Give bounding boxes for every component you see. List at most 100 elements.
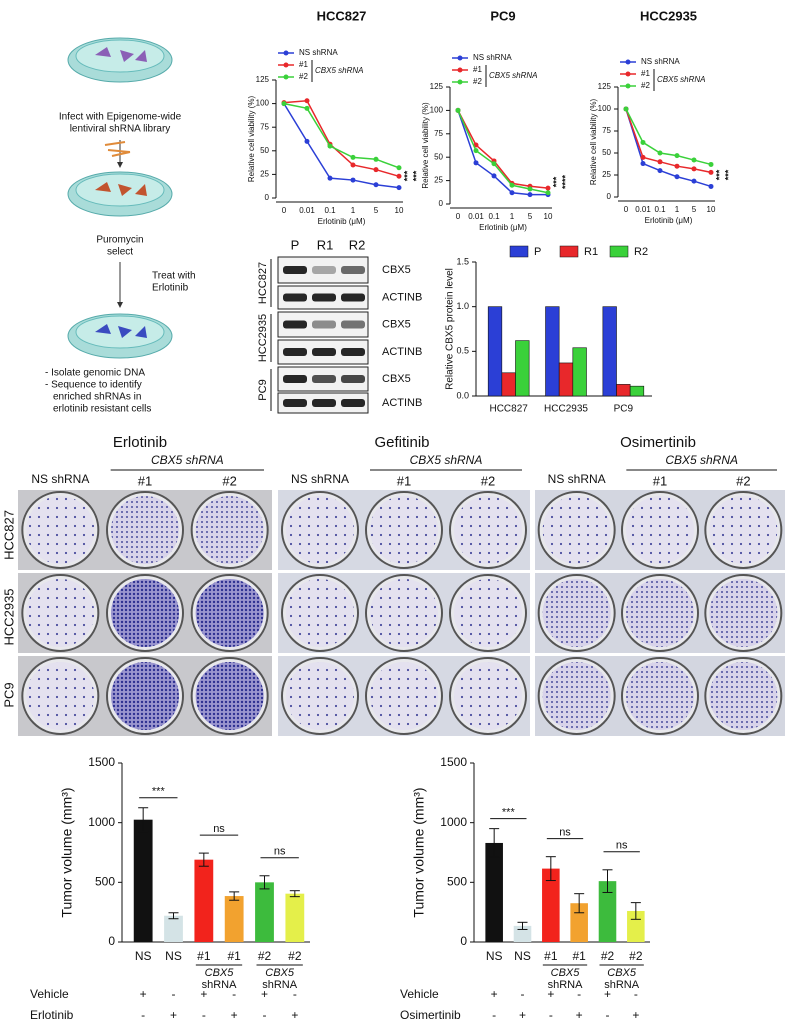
x-tick-label: 0 bbox=[624, 205, 629, 214]
significance: *** bbox=[723, 169, 733, 180]
band bbox=[283, 375, 307, 383]
x-tick-label: 5 bbox=[692, 205, 697, 214]
x-tick-label: NS bbox=[486, 949, 503, 963]
x-tick-label: 0 bbox=[282, 206, 287, 215]
legend-label: P bbox=[534, 246, 541, 258]
point bbox=[527, 186, 533, 192]
y-tick-label: 1500 bbox=[440, 755, 467, 769]
band bbox=[312, 320, 336, 329]
protein-label: ACTINB bbox=[382, 346, 422, 358]
band bbox=[341, 399, 365, 407]
y-tick-label: 1.0 bbox=[456, 301, 469, 311]
band bbox=[283, 266, 307, 274]
significance: ns bbox=[274, 846, 286, 858]
y-tick-label: 125 bbox=[430, 82, 444, 91]
legend-swatch bbox=[509, 245, 529, 258]
y-tick-label: 0.0 bbox=[456, 390, 469, 400]
drug-title: Gefitinib bbox=[374, 434, 429, 451]
x-tick-label: NS bbox=[165, 949, 182, 963]
point bbox=[691, 178, 697, 184]
legend-swatch bbox=[559, 245, 579, 258]
x-tick-label: HCC827 bbox=[489, 404, 528, 415]
x-tick-label: 10 bbox=[707, 205, 716, 214]
step-text: enriched shRNAs in bbox=[53, 392, 141, 403]
row-label: HCC827 bbox=[1, 510, 16, 560]
legend-label: #1 bbox=[641, 69, 650, 78]
x-tick-label: 0.1 bbox=[324, 206, 336, 215]
cells bbox=[95, 324, 147, 338]
treatment-sign: + bbox=[547, 987, 554, 1001]
x-tick-label: 10 bbox=[395, 206, 404, 215]
treatment-sign: - bbox=[232, 987, 236, 1001]
drug-title: Osimertinib bbox=[620, 434, 696, 451]
significance: *** bbox=[714, 169, 724, 180]
colony-plates: Erlotinib NS shRNA CBX5 shRNA #1 #2 Gefitinib… bbox=[1, 434, 785, 736]
well bbox=[195, 496, 264, 564]
series-line bbox=[625, 108, 712, 166]
series-line bbox=[625, 108, 712, 188]
well bbox=[709, 662, 778, 730]
bar bbox=[485, 842, 503, 942]
y-tick-label: 75 bbox=[434, 129, 443, 138]
well bbox=[286, 579, 354, 647]
point bbox=[708, 161, 714, 167]
band bbox=[283, 399, 307, 407]
step-text: - Isolate genomic DNA bbox=[45, 368, 145, 379]
treatment-label: Erlotinib bbox=[30, 1008, 74, 1020]
step-text: Erlotinib bbox=[152, 283, 189, 294]
point bbox=[396, 173, 402, 179]
treatment-sign: - bbox=[521, 987, 525, 1001]
bar bbox=[164, 915, 183, 942]
treatment-label: Vehicle bbox=[30, 987, 69, 1001]
point bbox=[396, 185, 402, 191]
point bbox=[350, 162, 356, 168]
x-tick-label: #2 bbox=[629, 949, 643, 963]
x-tick-label: 1 bbox=[675, 205, 680, 214]
point bbox=[657, 168, 663, 174]
point bbox=[640, 154, 646, 160]
lane-label: R2 bbox=[349, 237, 366, 252]
point bbox=[640, 139, 646, 145]
group-label: CBX5 bbox=[607, 967, 637, 979]
well bbox=[626, 662, 694, 730]
group-label: shRNA bbox=[548, 979, 584, 991]
point bbox=[674, 153, 680, 159]
well bbox=[454, 662, 522, 730]
treatment-sign: + bbox=[140, 987, 147, 1001]
x-tick-label: 1 bbox=[510, 212, 515, 221]
legend-label: #1 bbox=[299, 60, 308, 69]
bar bbox=[572, 347, 587, 397]
significance: ns bbox=[559, 827, 571, 839]
y-tick-label: 25 bbox=[434, 176, 443, 185]
dish bbox=[75, 39, 165, 73]
y-tick-label: 1.5 bbox=[456, 256, 469, 266]
band bbox=[283, 320, 307, 329]
treatment-sign: + bbox=[291, 1008, 298, 1020]
point bbox=[304, 138, 310, 144]
legend-swatch bbox=[457, 55, 463, 61]
y-tick-label: 50 bbox=[602, 148, 611, 157]
protein-label: CBX5 bbox=[382, 373, 411, 385]
treatment-sign: + bbox=[604, 987, 611, 1001]
well bbox=[111, 662, 179, 730]
chart-title: HCC827 bbox=[317, 8, 367, 23]
x-tick-label: NS bbox=[135, 949, 152, 963]
y-tick-label: 100 bbox=[430, 106, 444, 115]
point bbox=[674, 163, 680, 169]
treatment-label: Vehicle bbox=[400, 987, 439, 1001]
clone-label: #2 bbox=[481, 473, 495, 488]
point bbox=[640, 161, 646, 167]
well bbox=[542, 662, 611, 730]
treatment-sign: - bbox=[492, 1008, 496, 1020]
point bbox=[304, 98, 310, 104]
group-label: CBX5 shRNA bbox=[151, 453, 224, 467]
bar bbox=[558, 362, 574, 397]
bar bbox=[602, 306, 617, 397]
treatment-sign: - bbox=[293, 987, 297, 1001]
treatment-label: Osimertinib bbox=[400, 1008, 461, 1020]
well bbox=[26, 496, 95, 564]
clone-label: #1 bbox=[138, 473, 152, 488]
y-tick-label: 75 bbox=[602, 126, 611, 135]
y-tick-label: 100 bbox=[598, 104, 612, 113]
